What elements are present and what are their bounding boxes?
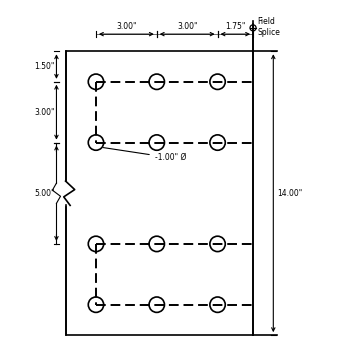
Text: 14.00": 14.00"	[277, 189, 302, 198]
Text: 1.75": 1.75"	[225, 22, 245, 31]
Text: 5.00": 5.00"	[34, 189, 54, 198]
Text: 1.50": 1.50"	[34, 62, 54, 71]
Text: 3.00": 3.00"	[34, 108, 54, 117]
Text: 3.00": 3.00"	[177, 22, 197, 31]
Text: -1.00" Ø: -1.00" Ø	[103, 147, 186, 162]
Text: Field
Splice: Field Splice	[258, 17, 280, 37]
Bar	[65, 51, 253, 335]
Text: 3.00": 3.00"	[116, 22, 137, 31]
